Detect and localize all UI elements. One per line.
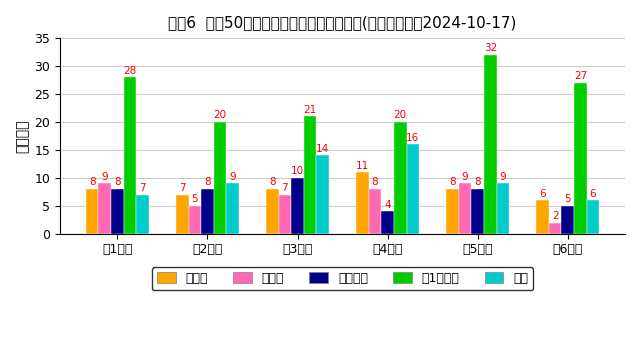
Bar [124, 77, 136, 234]
Text: 8: 8 [474, 177, 481, 187]
Bar [99, 184, 111, 234]
Text: 6: 6 [540, 189, 546, 198]
Text: 4: 4 [384, 200, 391, 210]
Bar [278, 195, 291, 234]
Text: 14: 14 [316, 144, 330, 154]
Text: 6: 6 [589, 189, 596, 198]
Bar [111, 189, 124, 234]
Text: 20: 20 [214, 110, 227, 120]
Text: 9: 9 [101, 172, 108, 182]
Bar [304, 116, 316, 234]
Bar [381, 211, 394, 234]
Text: 8: 8 [204, 177, 211, 187]
Text: 9: 9 [462, 172, 468, 182]
Text: 5: 5 [564, 194, 571, 204]
Bar [497, 184, 509, 234]
Text: 28: 28 [124, 66, 136, 76]
Text: 5: 5 [191, 194, 198, 204]
Text: 7: 7 [140, 183, 146, 193]
Bar [316, 156, 329, 234]
Text: 8: 8 [114, 177, 121, 187]
Bar [136, 195, 149, 234]
Text: 8: 8 [449, 177, 456, 187]
Text: 8: 8 [372, 177, 378, 187]
Bar [446, 189, 459, 234]
Bar [561, 206, 574, 234]
Text: 21: 21 [303, 105, 317, 115]
Text: 32: 32 [484, 43, 497, 53]
Title: ロト6  直近50回の数字パターンの出現回数(最終抽選日：2024-10-17): ロト6 直近50回の数字パターンの出現回数(最終抽選日：2024-10-17) [168, 15, 516, 30]
Bar [291, 178, 304, 234]
Bar [189, 206, 201, 234]
Text: 9: 9 [500, 172, 506, 182]
Bar [472, 189, 484, 234]
Text: 9: 9 [229, 172, 236, 182]
Bar [459, 184, 472, 234]
Text: 27: 27 [574, 71, 587, 81]
Bar [227, 184, 239, 234]
Bar [86, 189, 99, 234]
Bar [394, 122, 406, 234]
Text: 10: 10 [291, 166, 304, 176]
Text: 2: 2 [552, 211, 559, 221]
Text: 7: 7 [179, 183, 186, 193]
Text: 11: 11 [356, 161, 369, 171]
Bar [176, 195, 189, 234]
Bar [201, 189, 214, 234]
Text: 7: 7 [282, 183, 288, 193]
Bar [587, 200, 599, 234]
Bar [356, 172, 369, 234]
Bar [406, 144, 419, 234]
Bar [214, 122, 227, 234]
Bar [484, 55, 497, 234]
Text: 20: 20 [394, 110, 407, 120]
Bar [574, 83, 587, 234]
Bar [369, 189, 381, 234]
Text: 8: 8 [89, 177, 95, 187]
Text: 16: 16 [406, 132, 419, 143]
Legend: 前数字, 後数字, 継続数字, 下1桁数字, 連番: 前数字, 後数字, 継続数字, 下1桁数字, 連番 [152, 267, 533, 290]
Bar [549, 222, 561, 234]
Text: 8: 8 [269, 177, 276, 187]
Bar [536, 200, 549, 234]
Y-axis label: 出現回数: 出現回数 [15, 119, 29, 153]
Bar [266, 189, 278, 234]
